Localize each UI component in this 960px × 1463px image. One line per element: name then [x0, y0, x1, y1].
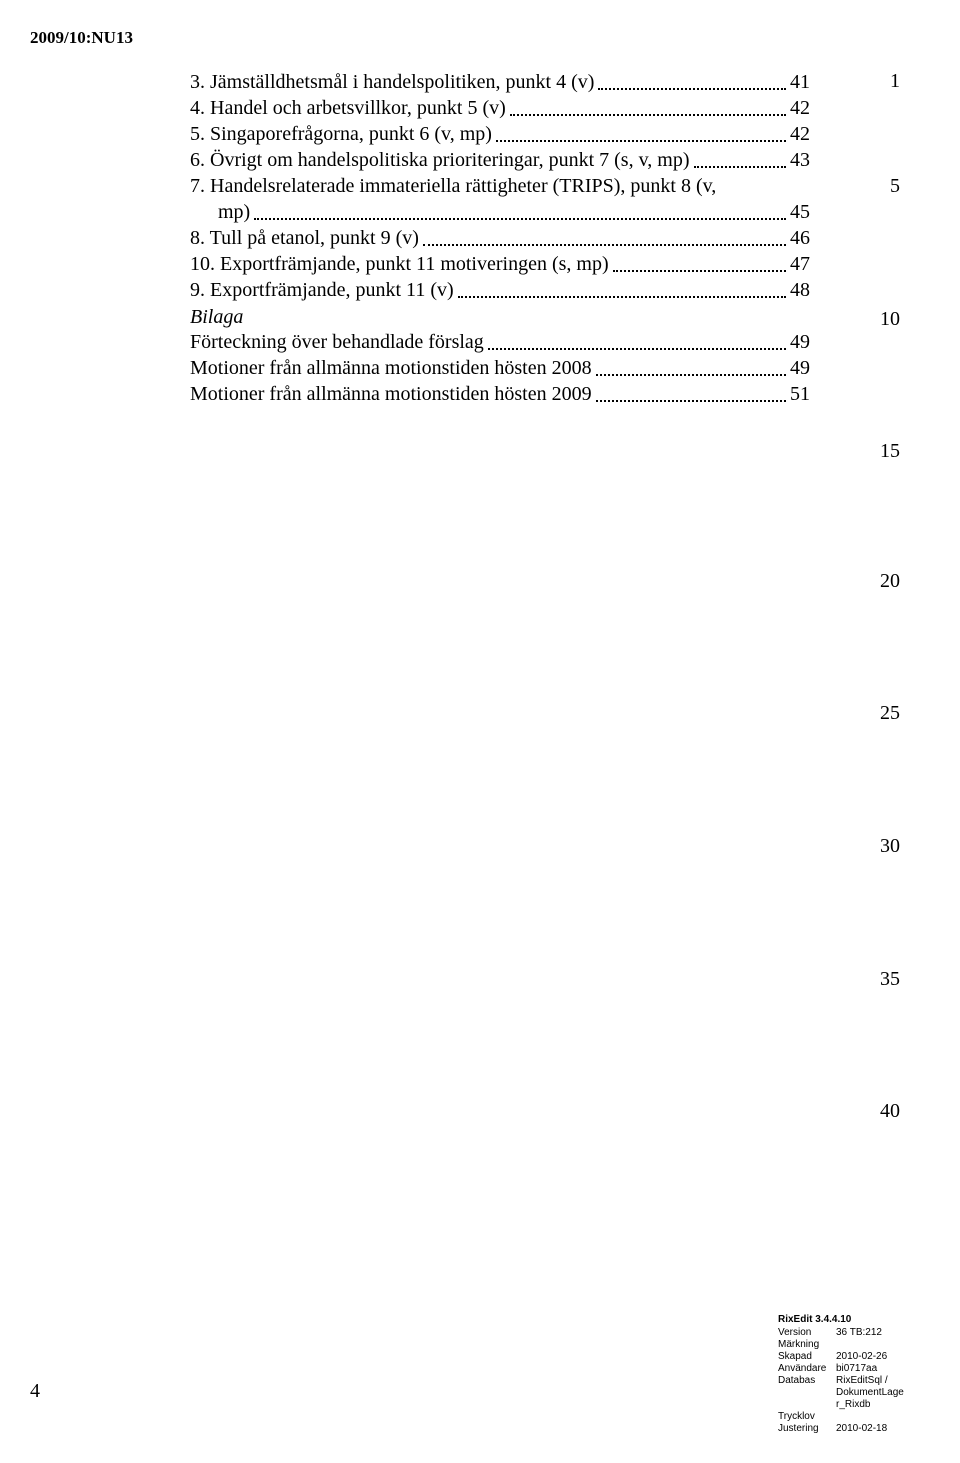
meta-value — [836, 1411, 928, 1423]
meta-box: RixEdit 3.4.4.10 Version36 TB:212Märknin… — [778, 1314, 928, 1435]
line-marker: 20 — [880, 570, 900, 593]
toc-text: 10. Exportfrämjande, punkt 11 motivering… — [190, 252, 609, 277]
meta-value: 2010-02-26 — [836, 1351, 928, 1363]
toc-list: 3. Jämställdhetsmål i handelspolitiken, … — [190, 70, 810, 303]
toc-text: Motioner från allmänna motionstiden höst… — [190, 356, 592, 381]
toc-dots — [254, 218, 786, 220]
meta-label: Skapad — [778, 1351, 836, 1363]
meta-value: r_Rixdb — [778, 1399, 928, 1411]
toc-page: 46 — [790, 226, 810, 251]
line-marker: 15 — [880, 440, 900, 463]
line-marker: 40 — [880, 1100, 900, 1123]
toc-text: 6. Övrigt om handelspolitiska prioriteri… — [190, 148, 690, 173]
meta-row: r_Rixdb — [778, 1399, 928, 1411]
meta-row: Justering2010-02-18 — [778, 1423, 928, 1435]
bilaga-list: Förteckning över behandlade förslag 49 Mot… — [190, 330, 810, 407]
toc-line: 10. Exportfrämjande, punkt 11 motivering… — [190, 252, 810, 277]
toc-dots — [458, 296, 786, 298]
toc-page: 49 — [790, 330, 810, 355]
line-marker: 30 — [880, 835, 900, 858]
meta-value — [836, 1339, 928, 1351]
line-marker: 35 — [880, 968, 900, 991]
meta-value: 36 TB:212 — [836, 1327, 928, 1339]
toc-line: 3. Jämställdhetsmål i handelspolitiken, … — [190, 70, 810, 95]
toc-dots — [496, 140, 786, 142]
toc-line: 4. Handel och arbetsvillkor, punkt 5 (v)… — [190, 96, 810, 121]
line-marker: 25 — [880, 702, 900, 725]
toc-dots — [598, 88, 786, 90]
toc-dots — [423, 244, 786, 246]
toc-line: 9. Exportfrämjande, punkt 11 (v) 48 — [190, 278, 810, 303]
toc-page: 42 — [790, 96, 810, 121]
toc-text: Förteckning över behandlade förslag — [190, 330, 484, 355]
page-number: 4 — [30, 1380, 40, 1403]
toc-text: 5. Singaporefrågorna, punkt 6 (v, mp) — [190, 122, 492, 147]
toc-page: 45 — [790, 200, 810, 225]
toc-line: mp) 45 — [190, 200, 810, 225]
meta-row: Trycklov — [778, 1411, 928, 1423]
toc-content: 3. Jämställdhetsmål i handelspolitiken, … — [190, 70, 810, 408]
meta-value: RixEditSql / — [836, 1375, 928, 1387]
toc-page: 47 — [790, 252, 810, 277]
line-marker: 5 — [890, 175, 900, 198]
toc-page: 43 — [790, 148, 810, 173]
toc-page: 42 — [790, 122, 810, 147]
meta-label: Trycklov — [778, 1411, 836, 1423]
toc-line: 7. Handelsrelaterade immateriella rättig… — [190, 174, 810, 199]
meta-label: Justering — [778, 1423, 836, 1435]
bilaga-line: Motioner från allmänna motionstiden höst… — [190, 356, 810, 381]
toc-text: 3. Jämställdhetsmål i handelspolitiken, … — [190, 70, 594, 95]
toc-dots — [596, 400, 786, 402]
bilaga-line: Förteckning över behandlade förslag 49 — [190, 330, 810, 355]
bilaga-heading: Bilaga — [190, 305, 810, 330]
meta-row: Skapad2010-02-26 — [778, 1351, 928, 1363]
toc-dots — [488, 348, 786, 350]
meta-value: bi0717aa — [836, 1363, 928, 1375]
meta-value: 2010-02-18 — [836, 1423, 928, 1435]
toc-text: 4. Handel och arbetsvillkor, punkt 5 (v) — [190, 96, 506, 121]
toc-line: 6. Övrigt om handelspolitiska prioriteri… — [190, 148, 810, 173]
toc-text: 7. Handelsrelaterade immateriella rättig… — [190, 174, 716, 199]
toc-text: 8. Tull på etanol, punkt 9 (v) — [190, 226, 419, 251]
toc-line: 5. Singaporefrågorna, punkt 6 (v, mp) 42 — [190, 122, 810, 147]
meta-row: DokumentLage — [778, 1387, 928, 1399]
meta-label: Märkning — [778, 1339, 836, 1351]
toc-text: Motioner från allmänna motionstiden höst… — [190, 382, 592, 407]
toc-dots — [613, 270, 786, 272]
bilaga-line: Motioner från allmänna motionstiden höst… — [190, 382, 810, 407]
toc-text: mp) — [218, 200, 250, 225]
toc-page: 51 — [790, 382, 810, 407]
meta-row: Version36 TB:212 — [778, 1327, 928, 1339]
meta-label: Databas — [778, 1375, 836, 1387]
line-marker: 10 — [880, 308, 900, 331]
toc-page: 49 — [790, 356, 810, 381]
meta-value: DokumentLage — [778, 1387, 928, 1399]
meta-label: Version — [778, 1327, 836, 1339]
toc-line: 8. Tull på etanol, punkt 9 (v) 46 — [190, 226, 810, 251]
toc-dots — [596, 374, 786, 376]
meta-label: Användare — [778, 1363, 836, 1375]
toc-page: 48 — [790, 278, 810, 303]
toc-dots — [694, 166, 787, 168]
meta-row: DatabasRixEditSql / — [778, 1375, 928, 1387]
toc-text: 9. Exportfrämjande, punkt 11 (v) — [190, 278, 454, 303]
doc-header: 2009/10:NU13 — [30, 28, 133, 48]
meta-title: RixEdit 3.4.4.10 — [778, 1314, 928, 1326]
toc-dots — [510, 114, 786, 116]
line-marker: 1 — [890, 70, 900, 93]
meta-row: Användarebi0717aa — [778, 1363, 928, 1375]
toc-page: 41 — [790, 70, 810, 95]
meta-row: Märkning — [778, 1339, 928, 1351]
